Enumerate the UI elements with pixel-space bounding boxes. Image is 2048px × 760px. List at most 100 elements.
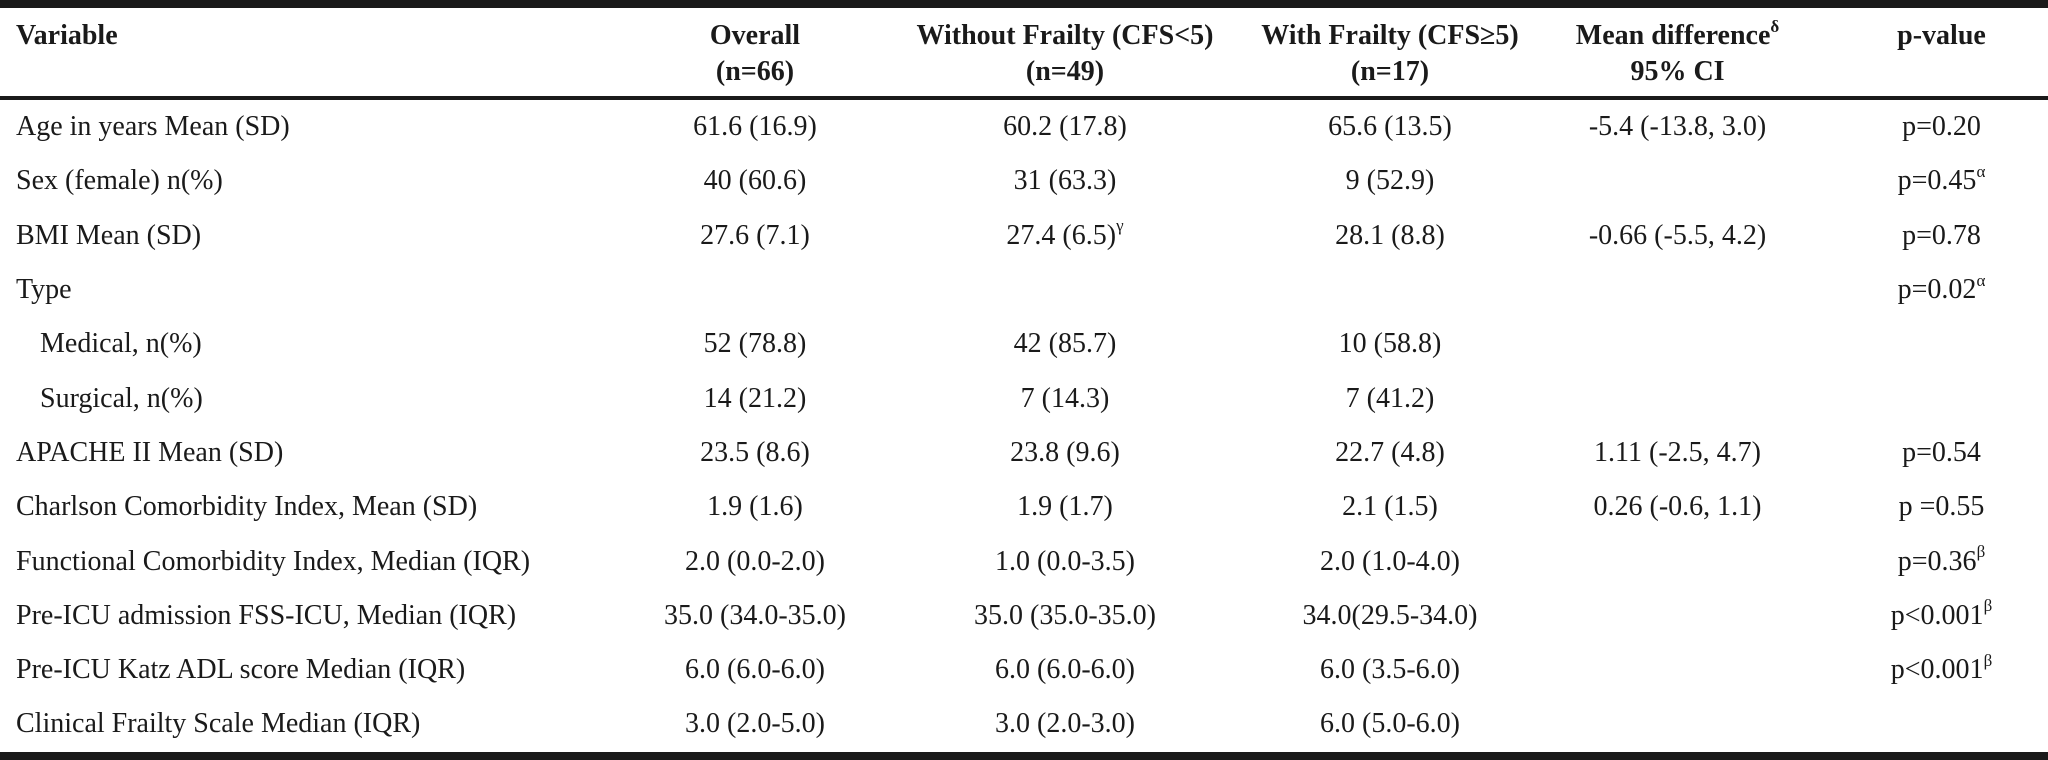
cell-mean-difference — [1520, 263, 1835, 317]
cell-without-frailty: 6.0 (6.0-6.0) — [870, 643, 1260, 697]
cell-without-frailty: 1.0 (0.0-3.5) — [870, 534, 1260, 588]
table-row: Type p=0.02α — [0, 263, 2048, 317]
header-with-frailty-count: (n=17) — [1350, 56, 1430, 87]
header-overall-title: Overall — [709, 20, 801, 51]
table-row: BMI Mean (SD) 27.6 (7.1) 27.4 (6.5)γ 28.… — [0, 209, 2048, 263]
header-mean-difference-footnote: δ — [1770, 16, 1780, 36]
cell-p-value: p=0.02α — [1835, 263, 2048, 317]
header-mean-difference-title: Mean differenceδ — [1520, 18, 1835, 54]
header-p-value: p-value — [1835, 4, 2048, 100]
table-row: Surgical, n(%) 14 (21.2) 7 (14.3) 7 (41.… — [0, 371, 2048, 425]
cell-overall: 40 (60.6) — [703, 165, 807, 197]
cell-variable: Clinical Frailty Scale Median (IQR) — [16, 708, 421, 740]
header-overall-count: (n=66) — [715, 56, 795, 87]
cell-with-frailty: 6.0 (3.5-6.0) — [1320, 654, 1460, 686]
cell-variable: Pre-ICU admission FSS-ICU, Median (IQR) — [16, 599, 517, 631]
header-without-frailty: Without Frailty (CFS<5) (n=49) — [870, 4, 1260, 100]
header-mean-difference-ci: 95% CI — [1630, 56, 1725, 87]
cell-with-frailty: 2.1 (1.5) — [1342, 491, 1438, 523]
cell-without-frailty-value: 3.0 (2.0-3.0) — [995, 708, 1135, 740]
cell-overall: 6.0 (6.0-6.0) — [685, 654, 825, 686]
header-variable-label: Variable — [16, 20, 118, 51]
cell-overall: 23.5 (8.6) — [700, 436, 810, 468]
cell-variable: Surgical, n(%) — [40, 382, 203, 414]
cell-variable: Sex (female) n(%) — [16, 165, 223, 197]
cell-without-frailty — [870, 263, 1260, 317]
cell-variable: APACHE II Mean (SD) — [16, 436, 284, 468]
cell-with-frailty: 6.0 (5.0-6.0) — [1320, 708, 1460, 740]
cell-with-frailty — [1260, 263, 1520, 317]
table-row: Clinical Frailty Scale Median (IQR) 3.0 … — [0, 697, 2048, 755]
cell-p-value: p=0.20 — [1835, 98, 2048, 154]
cell-overall: 2.0 (0.0-2.0) — [685, 545, 825, 577]
header-without-frailty-count: (n=49) — [1025, 56, 1105, 87]
cell-mean-difference: -5.4 (-13.8, 3.0) — [1588, 111, 1767, 143]
cell-overall: 61.6 (16.9) — [693, 111, 817, 143]
cell-with-frailty: 2.0 (1.0-4.0) — [1320, 545, 1460, 577]
cell-without-frailty-value: 1.0 (0.0-3.5) — [995, 545, 1135, 577]
cell-overall: 52 (78.8) — [703, 328, 807, 360]
cell-without-frailty-value: 23.8 (9.6) — [1010, 436, 1120, 468]
cell-mean-difference — [1520, 371, 1835, 425]
table-row: Sex (female) n(%) 40 (60.6) 31 (63.3) 9 … — [0, 154, 2048, 208]
cell-with-frailty: 65.6 (13.5) — [1328, 111, 1452, 143]
cell-with-frailty: 10 (58.8) — [1338, 328, 1442, 360]
cell-overall: 35.0 (34.0-35.0) — [664, 599, 846, 631]
cell-p-value: p<0.001β — [1835, 643, 2048, 697]
header-p-value-label: p-value — [1897, 20, 1986, 51]
cell-mean-difference: 1.11 (-2.5, 4.7) — [1594, 436, 1761, 468]
cell-p-value-text: p =0.55 — [1898, 491, 1985, 523]
cell-with-frailty: 22.7 (4.8) — [1335, 436, 1445, 468]
cell-mean-difference — [1520, 643, 1835, 697]
cell-without-frailty-value: 6.0 (6.0-6.0) — [995, 654, 1135, 686]
cell-p-value — [1835, 697, 2048, 755]
cell-overall: 14 (21.2) — [703, 382, 807, 414]
header-row: Variable Overall (n=66) Without Frailty … — [0, 4, 2048, 100]
cell-variable: Charlson Comorbidity Index, Mean (SD) — [16, 491, 478, 523]
cell-p-value-text: p<0.001 — [1890, 599, 1984, 631]
cell-mean-difference — [1520, 534, 1835, 588]
cell-variable: Medical, n(%) — [40, 328, 202, 360]
cell-p-value: p=0.78 — [1835, 209, 2048, 263]
header-mean-difference-label: Mean difference — [1575, 20, 1771, 51]
table-row: APACHE II Mean (SD) 23.5 (8.6) 23.8 (9.6… — [0, 426, 2048, 480]
cell-p-value-text: p=0.02 — [1897, 274, 1977, 306]
cell-without-frailty-footnote: γ — [1116, 216, 1124, 236]
cell-without-frailty-value: 1.9 (1.7) — [1017, 491, 1113, 523]
cell-p-value: p =0.55 — [1835, 480, 2048, 534]
cell-without-frailty-value: 60.2 (17.8) — [1003, 111, 1127, 143]
cell-without-frailty-value: 7 (14.3) — [1020, 382, 1110, 414]
cell-p-value: p=0.54 — [1835, 426, 2048, 480]
cell-without-frailty: 7 (14.3) — [870, 371, 1260, 425]
cell-variable: Type — [16, 274, 72, 306]
cell-p-value-text: p=0.20 — [1902, 111, 1981, 143]
cell-with-frailty: 28.1 (8.8) — [1335, 219, 1445, 251]
cell-without-frailty: 35.0 (35.0-35.0) — [870, 589, 1260, 643]
header-overall: Overall (n=66) — [640, 4, 870, 100]
cell-without-frailty: 27.4 (6.5)γ — [870, 209, 1260, 263]
table-row: Pre-ICU Katz ADL score Median (IQR) 6.0 … — [0, 643, 2048, 697]
header-with-frailty: With Frailty (CFS≥5) (n=17) — [1260, 4, 1520, 100]
cell-without-frailty: 60.2 (17.8) — [870, 98, 1260, 154]
table-row: Age in years Mean (SD) 61.6 (16.9) 60.2 … — [0, 98, 2048, 154]
cell-without-frailty: 1.9 (1.7) — [870, 480, 1260, 534]
cell-without-frailty-value: 27.4 (6.5) — [1006, 219, 1117, 251]
cell-p-value-text: p<0.001 — [1890, 654, 1984, 686]
cell-without-frailty-value: 31 (63.3) — [1013, 165, 1117, 197]
cell-without-frailty-value: 35.0 (35.0-35.0) — [974, 599, 1156, 631]
cell-p-value-text: p=0.36 — [1897, 545, 1977, 577]
cell-p-value-footnote: β — [1983, 596, 1993, 616]
header-without-frailty-title: Without Frailty (CFS<5) — [916, 20, 1214, 51]
cell-without-frailty: 23.8 (9.6) — [870, 426, 1260, 480]
cell-p-value: p=0.45α — [1835, 154, 2048, 208]
cell-p-value-text: p=0.78 — [1902, 219, 1981, 251]
cell-p-value-footnote: β — [1983, 650, 1993, 670]
header-mean-difference: Mean differenceδ 95% CI — [1520, 4, 1835, 100]
cell-without-frailty: 3.0 (2.0-3.0) — [870, 697, 1260, 755]
cell-p-value-text: p=0.45 — [1897, 165, 1977, 197]
cell-with-frailty: 7 (41.2) — [1345, 382, 1435, 414]
header-variable: Variable — [0, 4, 640, 100]
cell-variable: Pre-ICU Katz ADL score Median (IQR) — [16, 654, 466, 686]
